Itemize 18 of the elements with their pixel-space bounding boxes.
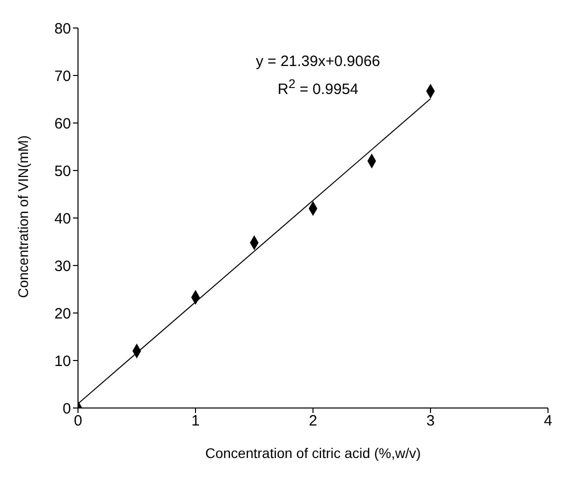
x-axis-title: Concentration of citric acid (%,w/v) <box>205 445 421 461</box>
x-tick-label: 3 <box>426 412 435 430</box>
y-tick-label: 30 <box>54 258 71 275</box>
x-tick-label: 4 <box>544 412 552 430</box>
y-tick-label: 80 <box>54 20 71 38</box>
annotation: R$^{2}$ = 0.9954 <box>276 77 360 98</box>
y-tick-label: 50 <box>54 162 71 180</box>
x-tick-label: 0 <box>74 412 82 430</box>
y-tick-label: 0 <box>62 400 71 418</box>
y-tick-label: 60 <box>54 115 71 132</box>
annotation: y = 21.39x+0.9066 <box>254 53 382 70</box>
x-tick-label: 2 <box>308 412 318 430</box>
y-tick-label: 10 <box>54 352 71 370</box>
y-tick-label: 40 <box>54 210 71 228</box>
y-axis-title: Concentration of VIN(mM) <box>14 135 31 298</box>
x-tick-label: 1 <box>191 412 200 430</box>
y-tick-label: 70 <box>54 68 71 85</box>
y-tick-label: 20 <box>54 305 71 322</box>
